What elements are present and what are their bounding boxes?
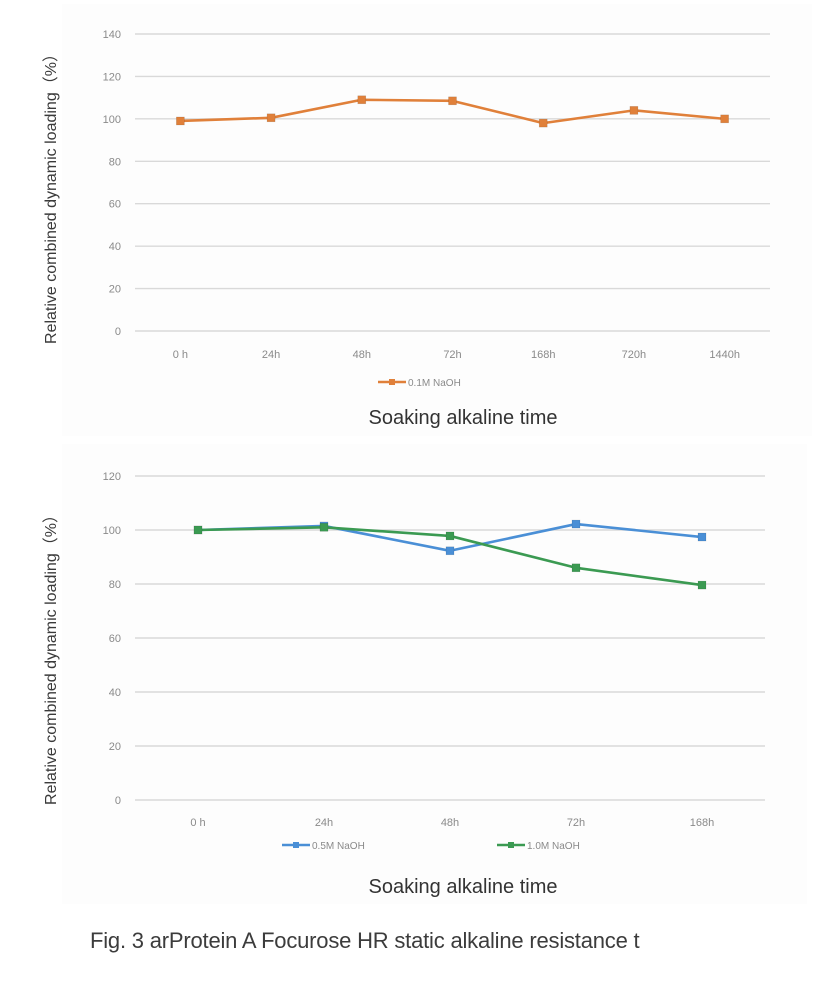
top-x-tick-label: 72h bbox=[443, 349, 461, 361]
top-x-tick-label: 1440h bbox=[709, 349, 740, 361]
bottom-y-tick-label: 100 bbox=[103, 525, 121, 537]
bottom-data-point bbox=[697, 532, 707, 542]
top-y-tick-label: 100 bbox=[103, 114, 121, 126]
bottom-x-tick-label: 0 h bbox=[190, 817, 205, 829]
bottom-chart-panel bbox=[62, 444, 807, 904]
bottom-data-point bbox=[571, 519, 581, 529]
bottom-data-point bbox=[571, 563, 581, 573]
bottom-y-tick-label: 0 bbox=[115, 795, 121, 807]
bottom-legend-label: 0.5M NaOH bbox=[312, 841, 365, 852]
top-data-point bbox=[720, 114, 729, 124]
bottom-data-point bbox=[445, 546, 455, 556]
top-x-tick-label: 0 h bbox=[173, 349, 188, 361]
bottom-x-tick-label: 72h bbox=[567, 817, 585, 829]
bottom-y-axis-title: Relative combined dynamic loading（%） bbox=[42, 507, 60, 805]
bottom-x-tick-label: 48h bbox=[441, 817, 459, 829]
top-x-axis-title: Soaking alkaline time bbox=[369, 407, 558, 429]
bottom-y-tick-label: 80 bbox=[109, 579, 121, 591]
top-y-tick-label: 0 bbox=[115, 326, 121, 338]
top-x-tick-label: 48h bbox=[353, 349, 371, 361]
top-x-tick-label: 168h bbox=[531, 349, 555, 361]
top-data-point bbox=[266, 113, 276, 123]
bottom-x-axis-title: Soaking alkaline time bbox=[369, 876, 558, 898]
bottom-x-tick-label: 168h bbox=[690, 817, 714, 829]
top-y-tick-label: 120 bbox=[103, 71, 121, 83]
top-y-tick-label: 80 bbox=[109, 156, 121, 168]
top-y-tick-label: 140 bbox=[103, 29, 121, 41]
top-y-tick-label: 60 bbox=[109, 199, 121, 211]
top-data-point bbox=[176, 116, 185, 126]
top-data-point bbox=[538, 118, 548, 128]
bottom-data-point bbox=[193, 525, 203, 535]
bottom-y-tick-label: 60 bbox=[109, 633, 121, 645]
bottom-legend-label: 1.0M NaOH bbox=[527, 841, 580, 852]
top-y-tick-label: 20 bbox=[109, 284, 121, 296]
top-x-tick-label: 24h bbox=[262, 349, 280, 361]
top-x-tick-label: 720h bbox=[622, 349, 646, 361]
top-y-tick-label: 40 bbox=[109, 241, 121, 253]
figure-caption: Fig. 3 arProtein A Focurose HR static al… bbox=[90, 928, 640, 953]
bottom-data-point bbox=[697, 580, 707, 590]
bottom-legend-swatch-marker bbox=[293, 842, 299, 848]
bottom-legend-swatch-marker bbox=[508, 842, 514, 848]
bottom-y-tick-label: 40 bbox=[109, 687, 121, 699]
bottom-y-tick-label: 20 bbox=[109, 741, 121, 753]
top-data-point bbox=[448, 96, 457, 106]
top-data-point bbox=[629, 106, 639, 115]
top-legend-label: 0.1M NaOH bbox=[408, 378, 461, 389]
top-y-axis-title: Relative combined dynamic loading（%） bbox=[42, 46, 60, 344]
top-legend-swatch-marker bbox=[389, 379, 395, 385]
bottom-data-point bbox=[319, 522, 329, 532]
bottom-data-point bbox=[445, 531, 455, 541]
bottom-y-tick-label: 120 bbox=[103, 471, 121, 483]
bottom-x-tick-label: 24h bbox=[315, 817, 333, 829]
top-data-point bbox=[357, 95, 367, 105]
